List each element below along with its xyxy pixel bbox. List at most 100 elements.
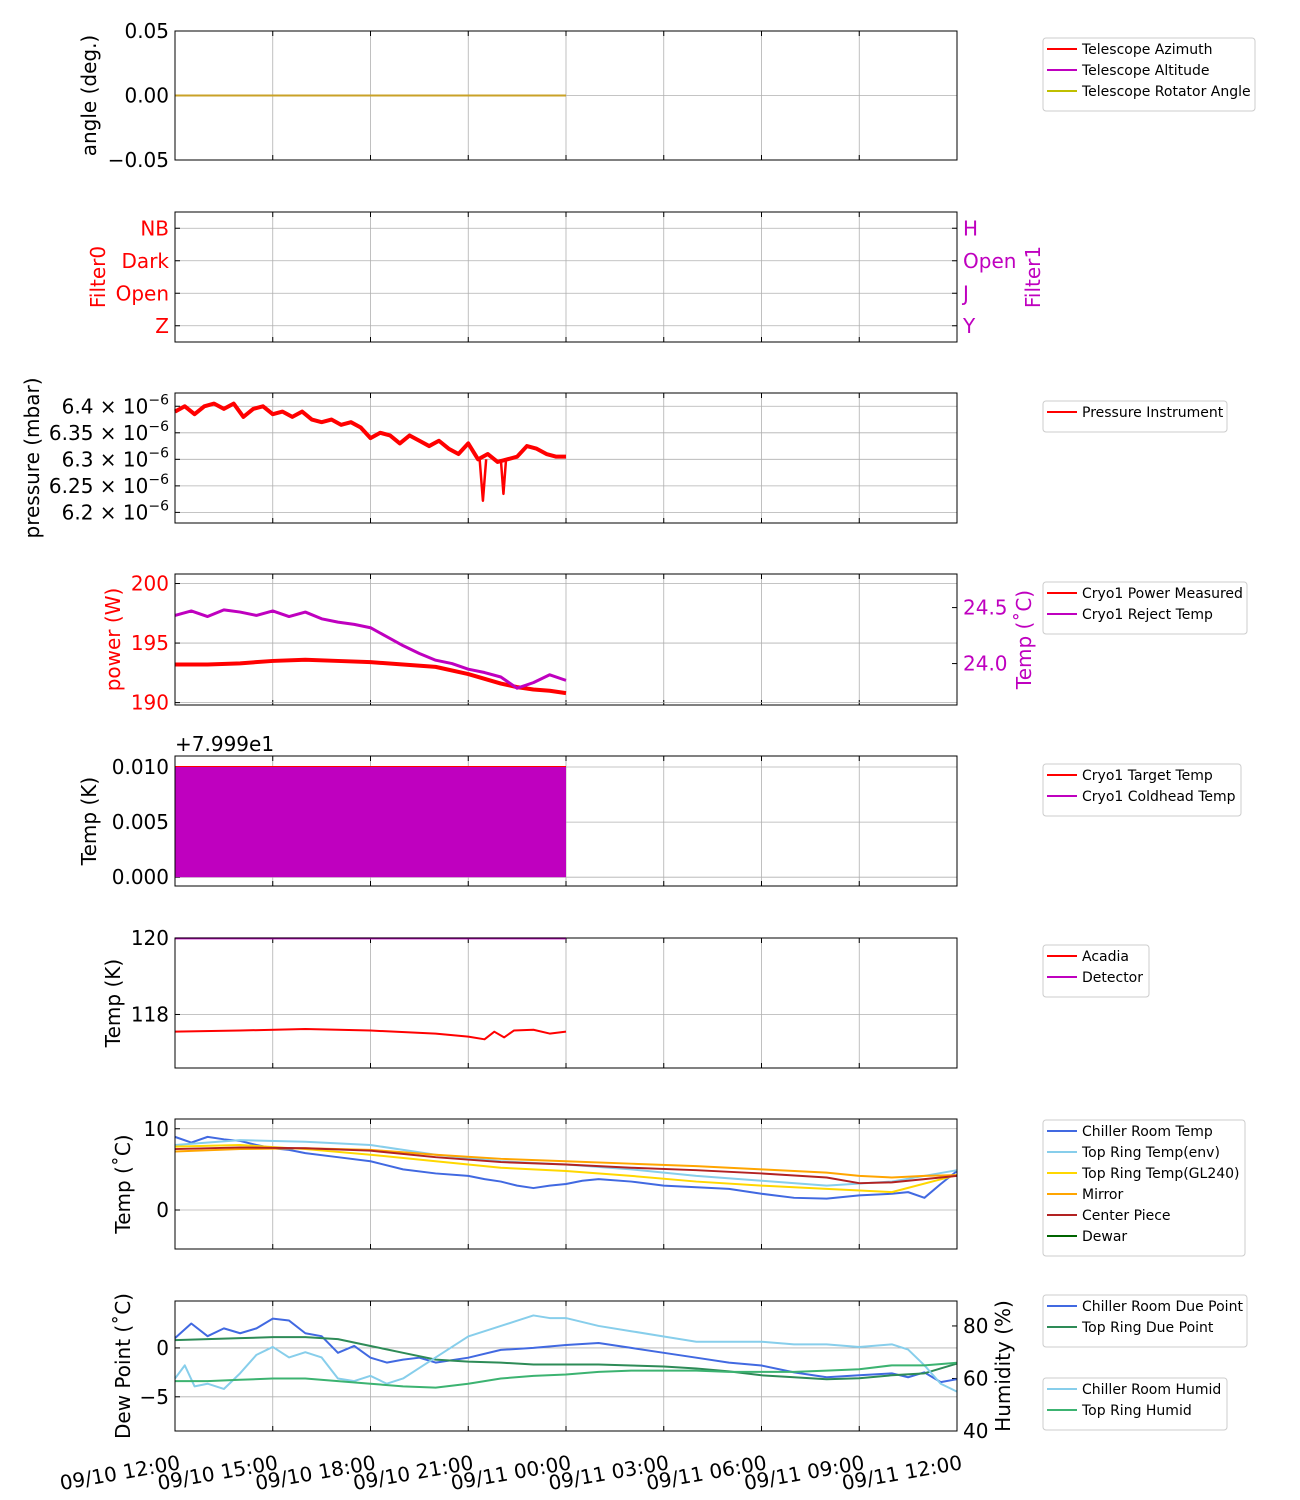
y-tick-label: 6.25 × 10−6 xyxy=(49,472,169,498)
legend-entry: Mirror xyxy=(1082,1187,1123,1203)
y-axis-label: Temp (K) xyxy=(101,959,125,1048)
legend: Cryo1 Target Temp Cryo1 Coldhead Temp xyxy=(1042,763,1242,817)
y-tick-label-right: J xyxy=(961,281,969,305)
panel-cryo-target: 0.010 0.005 0.000 Temp (K) +7.999e1 Cryo1 Tar… xyxy=(77,732,1242,889)
y-axis-label: Filter0 xyxy=(86,246,110,308)
y-tick-label-right: Open xyxy=(963,249,1016,273)
y-tick-label: 0.005 xyxy=(112,810,169,834)
legend-entry: Pressure Instrument xyxy=(1082,405,1224,421)
y-tick-label-right: H xyxy=(963,216,978,240)
legend-entry: Cryo1 Power Measured xyxy=(1082,586,1243,602)
series-line-spike xyxy=(478,459,488,502)
y-tick-label: 0.05 xyxy=(124,19,169,43)
y-tick-label: −0.05 xyxy=(108,148,169,172)
plot-frame xyxy=(174,1118,958,1250)
series-line-spike xyxy=(499,459,508,496)
legend-box xyxy=(1042,37,1256,112)
legend-entry: Center Piece xyxy=(1082,1208,1171,1224)
y-axis-label-right: Humidity (%) xyxy=(991,1300,1015,1432)
y-tick-label: 10 xyxy=(144,1117,169,1141)
legend: Acadia Detector xyxy=(1042,944,1150,998)
y-tick-label-right: 24.0 xyxy=(963,652,1008,676)
plot-frame xyxy=(174,573,958,706)
series-cryo1-coldhead-temp xyxy=(175,767,566,878)
legend-entry: Telescope Altitude xyxy=(1081,63,1210,79)
y-axis-label-right: Filter1 xyxy=(1021,246,1045,308)
series-line-cryo1-power-measured xyxy=(175,657,567,696)
y-tick-label-right: 80 xyxy=(963,1314,988,1338)
y-tick-label: 6.4 × 10−6 xyxy=(62,392,169,418)
y-tick-label: Open xyxy=(116,281,169,305)
panel-angle: 0.05 0.00 −0.05 angle (deg.) Telescope Azimu… xyxy=(77,19,1256,172)
legend-box xyxy=(1042,944,1150,998)
y-tick-label-right: 60 xyxy=(963,1366,988,1390)
legend-entry: Cryo1 Target Temp xyxy=(1082,768,1213,784)
plot-frame xyxy=(174,755,958,887)
legend: Telescope Azimuth Telescope Altitude Teles… xyxy=(1042,37,1256,112)
y-axis-label: power (W) xyxy=(101,588,125,692)
legend-entry: Telescope Azimuth xyxy=(1081,42,1212,58)
legend: Cryo1 Power Measured Cryo1 Reject Temp xyxy=(1042,581,1248,635)
y-tick-label: Z xyxy=(155,314,169,338)
y-tick-label: 120 xyxy=(131,926,169,950)
legend: Chiller Room Due Point Top Ring Due Point xyxy=(1042,1294,1248,1348)
legend: Chiller Room Temp Top Ring Temp(env) Top R… xyxy=(1042,1119,1246,1257)
legend-entry: Top Ring Temp(env) xyxy=(1081,1145,1220,1161)
legend-box xyxy=(1042,1377,1228,1431)
legend: Chiller Room Humid Top Ring Humid xyxy=(1042,1377,1228,1431)
legend-entry: Acadia xyxy=(1082,949,1129,965)
series-line-chiller-room-due-point xyxy=(174,1317,958,1384)
y-axis-label: Temp (˚C) xyxy=(111,1134,135,1234)
panel-env-temp: 10 0 Temp (˚C) Chiller Room Temp Top Ring Te… xyxy=(111,1117,1246,1257)
axis-offset-text: +7.999e1 xyxy=(175,732,274,756)
y-tick-label: 6.3 × 10−6 xyxy=(62,445,169,471)
series-line-cryo1-reject-temp xyxy=(174,608,567,690)
panel-pressure: 6.4 × 10−66.35 × 10−66.3 × 10−66.25 × 10… xyxy=(20,377,1228,539)
y-tick-label: 0 xyxy=(156,1336,169,1360)
legend-entry: Dewar xyxy=(1082,1229,1127,1245)
y-tick-label: 118 xyxy=(131,1002,169,1026)
series-line-chiller-room-humid xyxy=(174,1314,958,1393)
legend-entry: Chiller Room Humid xyxy=(1082,1382,1221,1398)
legend-box xyxy=(1042,763,1242,817)
panel-filter: NB Dark Open Z H Open JY Filter0 Filter1 xyxy=(86,211,1045,343)
series-line-acadia xyxy=(174,1028,567,1041)
panel-dew-point: 0 −5 80 60 40 Dew Point (˚C) Humidity (%) Chill… xyxy=(111,1293,1248,1443)
legend-box xyxy=(1042,400,1228,433)
y-tick-label: 6.2 × 10−6 xyxy=(62,498,169,524)
y-tick-label: 0.010 xyxy=(112,755,169,779)
y-axis-label: pressure (mbar) xyxy=(20,377,44,538)
legend-entry: Top Ring Due Point xyxy=(1081,1320,1214,1336)
legend-entry: Telescope Rotator Angle xyxy=(1081,84,1251,100)
y-tick-label: NB xyxy=(140,216,169,240)
y-tick-label: 195 xyxy=(131,631,169,655)
legend-entry: Top Ring Temp(GL240) xyxy=(1081,1166,1240,1182)
y-axis-label-right: Temp (˚C) xyxy=(1012,590,1036,690)
legend-entry: Detector xyxy=(1082,970,1143,986)
legend: Pressure Instrument xyxy=(1042,400,1228,433)
legend-entry: Chiller Room Due Point xyxy=(1082,1299,1243,1315)
y-tick-label-right: 40 xyxy=(963,1419,988,1443)
plot-frame xyxy=(174,937,958,1069)
y-axis-label: Temp (K) xyxy=(77,777,101,866)
plot-frame xyxy=(174,211,958,343)
y-axis-label: Dew Point (˚C) xyxy=(111,1293,135,1439)
series-line-top-ring-humid xyxy=(175,1361,958,1389)
y-tick-label-right: Y xyxy=(962,314,976,338)
y-tick-label-right: 24.5 xyxy=(963,596,1008,620)
legend-entry: Cryo1 Coldhead Temp xyxy=(1082,789,1236,805)
y-tick-label: 0.000 xyxy=(112,865,169,889)
series-line-center-piece xyxy=(174,1146,958,1185)
series-line-top-ring-due-point xyxy=(174,1336,958,1381)
legend-box xyxy=(1042,1294,1248,1348)
legend-entry: Top Ring Humid xyxy=(1081,1403,1192,1419)
y-tick-label: Dark xyxy=(122,249,170,273)
y-tick-label: 6.35 × 10−6 xyxy=(49,419,169,445)
y-tick-label: 200 xyxy=(131,572,169,596)
y-tick-label: 0.00 xyxy=(124,84,169,108)
legend-entry: Chiller Room Temp xyxy=(1082,1124,1213,1140)
y-tick-label: −5 xyxy=(140,1385,169,1409)
